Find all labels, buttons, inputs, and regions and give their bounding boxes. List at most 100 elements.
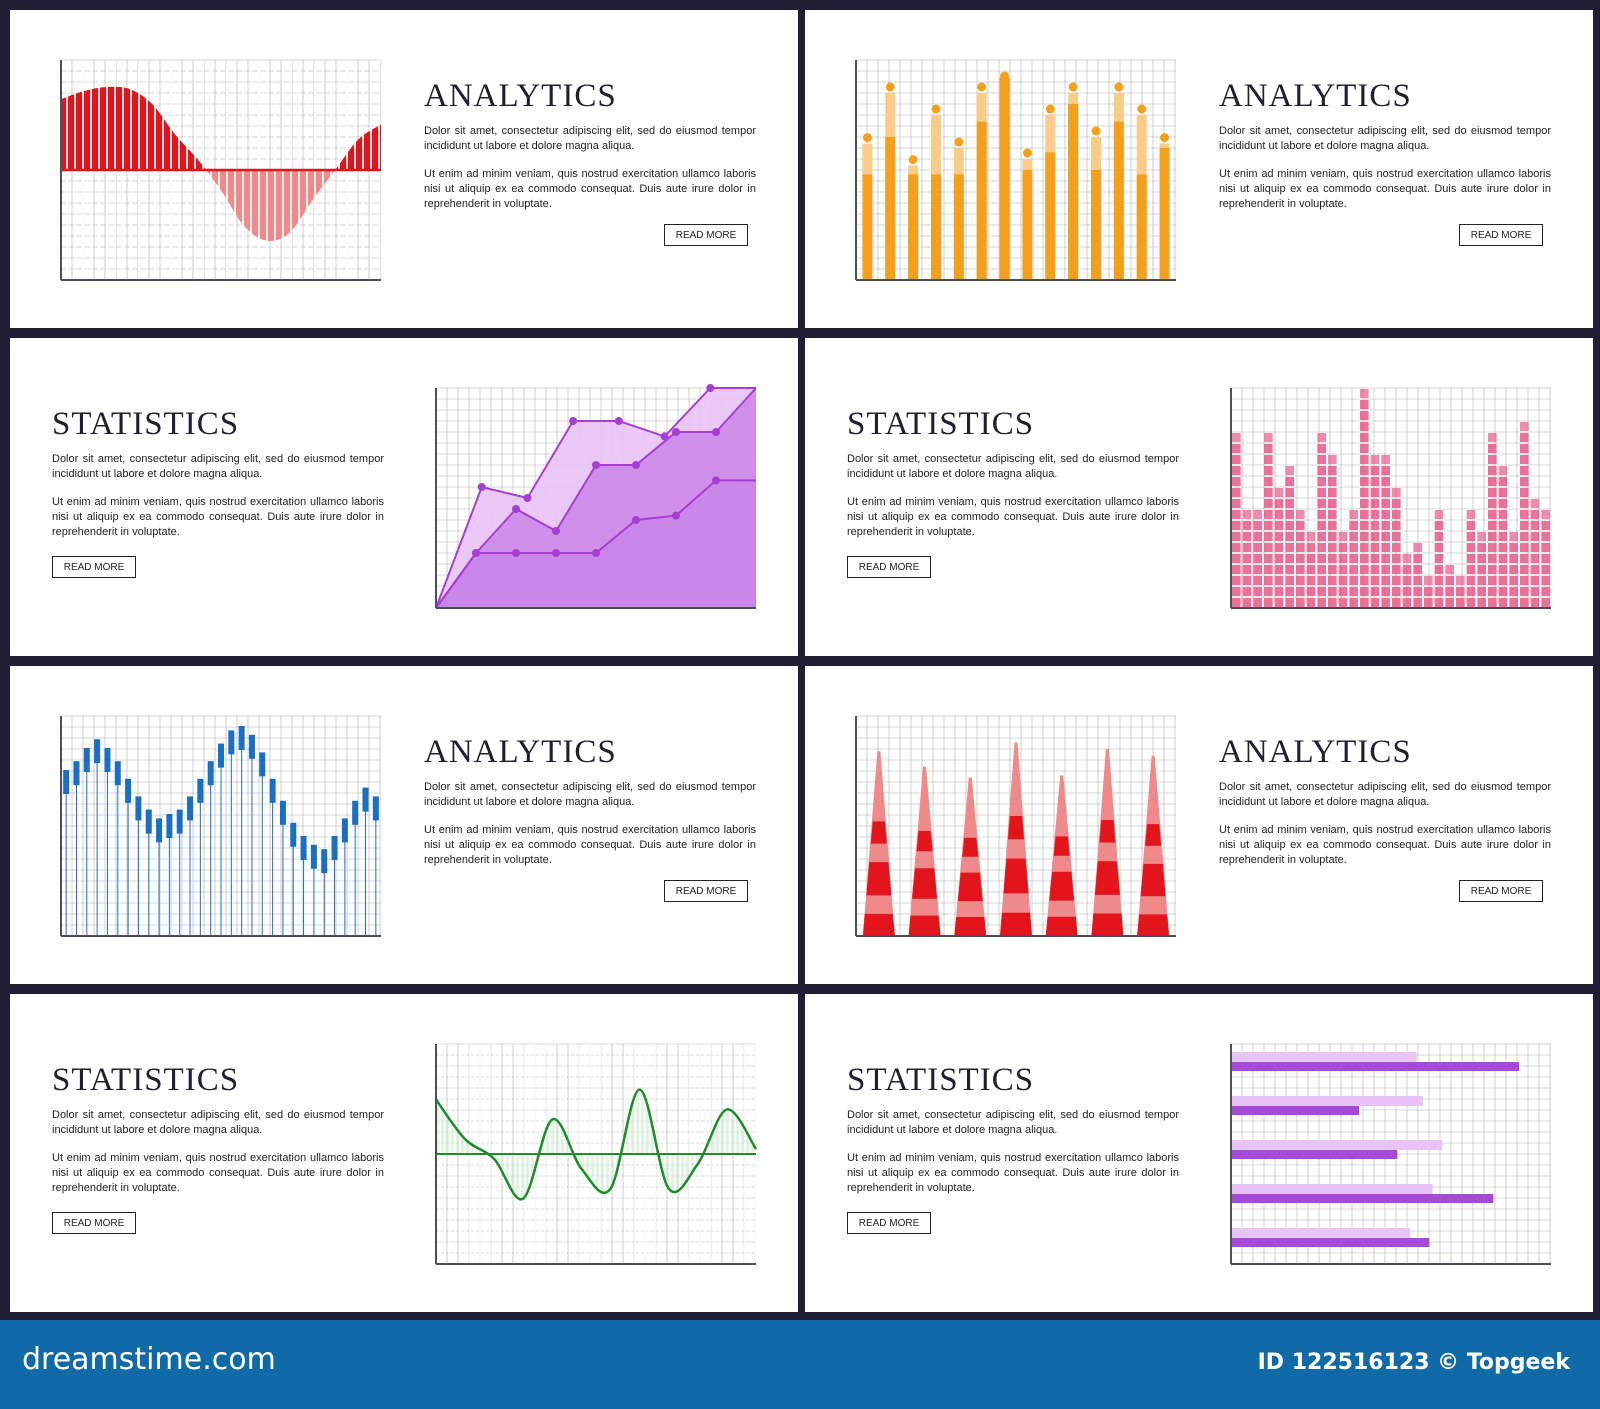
bar-cell <box>1274 565 1284 574</box>
bar-cell <box>1232 554 1241 563</box>
card-6: ANALYTICS Dolor sit amet, consectetur ad… <box>805 666 1593 984</box>
bar-cell <box>1285 587 1294 596</box>
bar-cell <box>1370 543 1380 552</box>
bar-cell <box>1477 587 1486 596</box>
bar-cell <box>1370 565 1380 574</box>
bar-cell <box>1349 554 1358 563</box>
bar-cell <box>1242 554 1252 563</box>
bar-cell <box>1360 400 1369 409</box>
bar-cell <box>1413 565 1422 574</box>
read-more-button[interactable]: READ MORE <box>52 1212 136 1234</box>
bar-dot <box>1091 126 1101 136</box>
bar-cell <box>1541 532 1550 541</box>
card-text-2: Ut enim ad minim veniam, quis nostrud ex… <box>52 1152 384 1194</box>
bar-cell <box>1488 576 1497 585</box>
bar-cell <box>1328 532 1337 541</box>
bar-cell <box>1274 521 1284 530</box>
bar-cell <box>1242 510 1252 519</box>
image-id: ID 122516123 © Topgeek <box>1257 1350 1570 1375</box>
bar-light <box>1231 1228 1411 1238</box>
bar-cell <box>1328 455 1337 464</box>
bar-cell <box>1317 466 1326 475</box>
bar-cell <box>1232 543 1241 552</box>
bar-cell <box>1264 444 1273 453</box>
read-more-button[interactable]: READ MORE <box>847 1212 931 1234</box>
read-more-button[interactable]: READ MORE <box>52 556 136 578</box>
candle <box>218 743 224 768</box>
bar-cell <box>1466 510 1476 519</box>
bar-cell <box>1328 466 1337 475</box>
bar-cell <box>1402 565 1412 574</box>
bar-cell <box>1477 543 1486 552</box>
bar-cell <box>1360 598 1369 607</box>
bar-cell <box>1338 543 1348 552</box>
read-more-button[interactable]: READ MORE <box>664 880 748 902</box>
bar-cell <box>1360 422 1369 431</box>
bar-cell <box>1381 499 1390 508</box>
bar-cell <box>1498 532 1508 541</box>
bar-cell <box>1242 587 1252 596</box>
candle <box>207 761 214 786</box>
bar-cell <box>1477 598 1486 607</box>
bar-cell <box>1360 433 1369 442</box>
bar-cell <box>1253 576 1262 585</box>
series-point <box>472 549 480 557</box>
read-more-button[interactable]: READ MORE <box>1459 880 1543 902</box>
bar-cell <box>1317 576 1326 585</box>
bar-cell <box>1530 576 1540 585</box>
bar-cell <box>1488 499 1497 508</box>
bar-cell <box>1328 598 1337 607</box>
bar <box>1231 1062 1519 1071</box>
bar-cell <box>1445 576 1454 585</box>
read-more-button[interactable]: READ MORE <box>847 556 931 578</box>
bar-cell <box>1317 433 1326 442</box>
card-text-2: Ut enim ad minim veniam, quis nostrud ex… <box>52 496 384 538</box>
bar-cell <box>1253 521 1262 530</box>
candle <box>362 787 369 812</box>
series-point <box>552 527 560 535</box>
read-more-button[interactable]: READ MORE <box>1459 224 1543 246</box>
bar-cell <box>1541 598 1550 607</box>
bar-cell <box>1264 554 1273 563</box>
bar-cell <box>1498 587 1508 596</box>
bar-cell <box>1541 565 1550 574</box>
bar-cell <box>1466 532 1476 541</box>
candle <box>341 818 348 843</box>
series-area <box>436 480 756 608</box>
bar-cell <box>1306 576 1316 585</box>
cone-segment <box>1008 815 1024 840</box>
bar-cell <box>1498 554 1508 563</box>
bar-cell <box>1381 587 1390 596</box>
bar-cell <box>1306 565 1316 574</box>
bar-cell <box>1541 510 1550 519</box>
bar-cell <box>1530 598 1540 607</box>
bar-light <box>1231 1184 1433 1194</box>
candle <box>73 761 80 786</box>
bar-cell <box>1424 598 1433 607</box>
area-positive <box>61 86 381 170</box>
bar-cell <box>1520 532 1529 541</box>
bar-cell <box>1488 565 1497 574</box>
bar-cell <box>1360 477 1369 486</box>
bar-cell <box>1274 576 1284 585</box>
candle <box>279 800 286 825</box>
footer-bar: dreamstime.com ID 122516123 © Topgeek <box>0 1320 1600 1409</box>
bar-cell <box>1253 598 1262 607</box>
bar-cell <box>1509 543 1518 552</box>
bar-light <box>1231 1052 1417 1062</box>
chart-6 <box>855 715 1176 937</box>
bar-cell <box>1402 598 1412 607</box>
read-more-button[interactable]: READ MORE <box>664 224 748 246</box>
bar-cell <box>1530 554 1540 563</box>
chart-1 <box>60 59 381 281</box>
bar-cell <box>1264 587 1273 596</box>
candle <box>290 822 297 847</box>
bar-cell <box>1445 565 1454 574</box>
series-point <box>712 476 720 485</box>
bar-cell <box>1520 466 1529 475</box>
series-point <box>569 417 578 425</box>
bar-cell <box>1370 598 1380 607</box>
bar-cell <box>1477 576 1486 585</box>
bar <box>1231 1106 1359 1115</box>
bar-cell <box>1264 565 1273 574</box>
